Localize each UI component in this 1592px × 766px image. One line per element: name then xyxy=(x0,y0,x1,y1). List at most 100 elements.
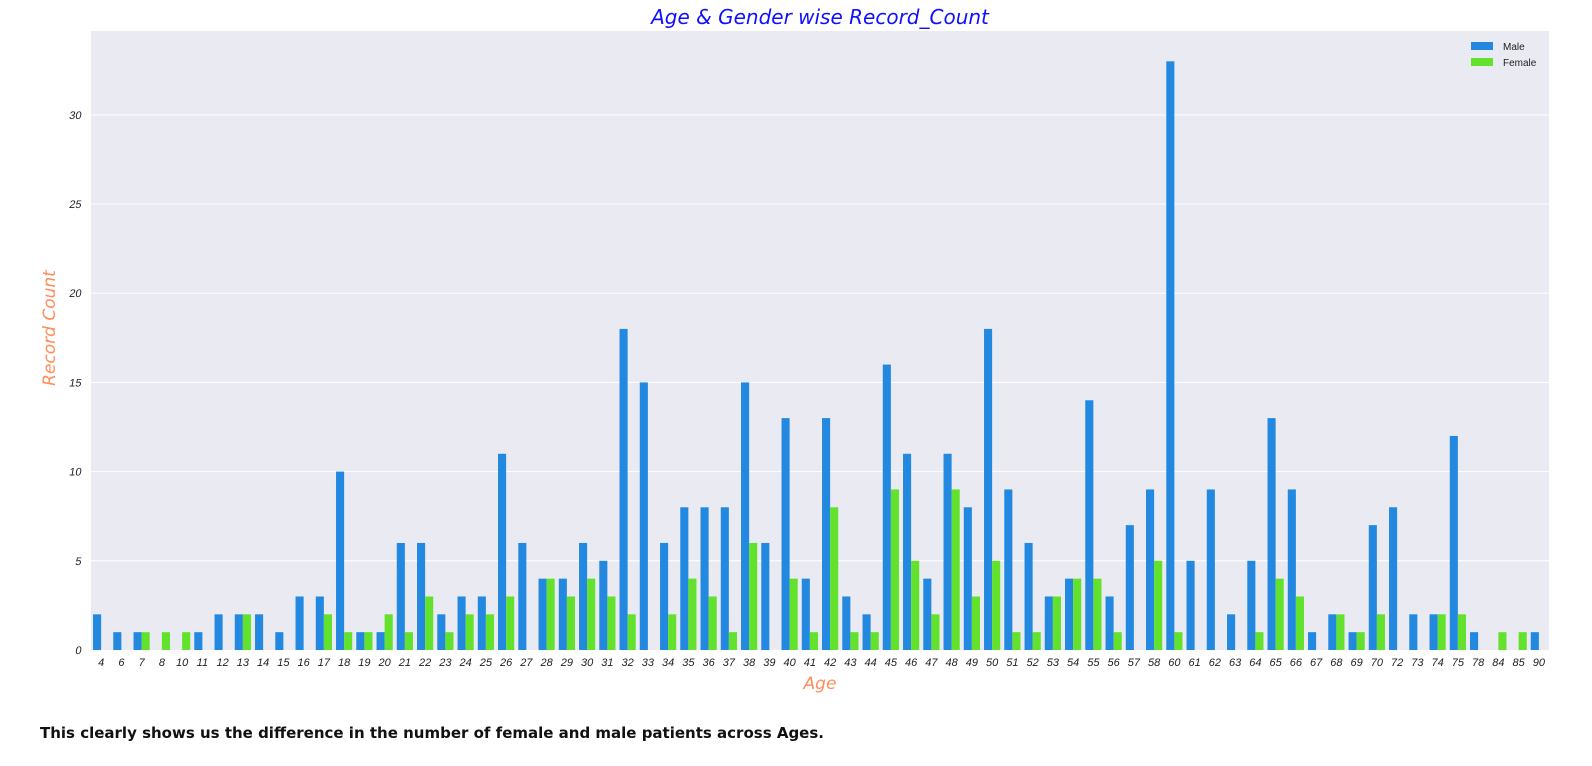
x-tick-label: 52 xyxy=(1027,657,1039,669)
bar-male-37 xyxy=(720,507,729,650)
bar-male-61 xyxy=(1186,560,1195,650)
bar-male-55 xyxy=(1085,400,1094,650)
bar-male-13 xyxy=(234,614,243,650)
bar-male-74 xyxy=(1429,614,1438,650)
bar-male-4 xyxy=(93,614,102,650)
x-axis-ticks: 4 6 7 8 10 11 12 13 14 15 16 17 18 19 20 21 22 23 24 25 26 27… xyxy=(98,657,1546,669)
x-tick-label: 13 xyxy=(237,657,250,669)
bar-female-52 xyxy=(1032,632,1041,650)
x-tick-label: 15 xyxy=(277,657,290,669)
bar-female-54 xyxy=(1073,578,1082,650)
bar-female-8 xyxy=(161,632,170,650)
x-tick-label: 48 xyxy=(946,657,959,669)
bar-male-23 xyxy=(437,614,446,650)
x-tick-label: 30 xyxy=(581,657,594,669)
bar-female-38 xyxy=(749,542,758,650)
bar-female-70 xyxy=(1376,614,1385,650)
bar-female-30 xyxy=(587,578,596,650)
bar-female-20 xyxy=(384,614,393,650)
x-tick-label: 44 xyxy=(865,657,877,669)
bar-male-47 xyxy=(923,578,932,650)
bar-female-21 xyxy=(404,632,413,650)
bar-female-35 xyxy=(688,578,697,650)
bar-female-69 xyxy=(1356,632,1365,650)
x-tick-label: 90 xyxy=(1533,657,1546,669)
x-tick-label: 24 xyxy=(459,657,472,669)
x-tick-label: 11 xyxy=(197,657,208,669)
x-tick-label: 69 xyxy=(1351,657,1363,669)
x-tick-label: 17 xyxy=(318,657,331,669)
x-tick-label: 18 xyxy=(338,657,351,669)
bar-male-38 xyxy=(741,382,750,650)
bar-male-32 xyxy=(619,328,628,650)
x-axis-label: Age xyxy=(803,674,837,694)
x-tick-label: 63 xyxy=(1229,657,1242,669)
x-tick-label: 65 xyxy=(1270,657,1283,669)
bar-female-42 xyxy=(830,507,839,650)
x-tick-label: 57 xyxy=(1128,657,1141,669)
bar-male-52 xyxy=(1024,542,1033,650)
bar-male-53 xyxy=(1044,596,1053,650)
bar-female-25 xyxy=(485,614,494,650)
bar-female-7 xyxy=(141,632,150,650)
bar-female-58 xyxy=(1154,560,1163,650)
x-tick-label: 10 xyxy=(176,657,189,669)
x-tick-label: 85 xyxy=(1513,657,1526,669)
bar-female-40 xyxy=(789,578,798,650)
x-tick-label: 6 xyxy=(118,657,125,669)
x-tick-label: 21 xyxy=(398,657,411,669)
x-tick-label: 64 xyxy=(1249,657,1261,669)
bar-male-31 xyxy=(599,560,608,650)
bar-male-20 xyxy=(376,632,385,650)
x-tick-label: 47 xyxy=(925,657,938,669)
bar-female-29 xyxy=(566,596,575,650)
x-tick-label: 26 xyxy=(499,657,513,669)
bar-male-7 xyxy=(133,632,142,650)
x-tick-label: 68 xyxy=(1330,657,1343,669)
bar-female-31 xyxy=(607,596,616,650)
bar-male-22 xyxy=(417,542,426,650)
bar-male-21 xyxy=(396,542,405,650)
bar-male-11 xyxy=(194,632,203,650)
bars xyxy=(93,61,1539,651)
x-tick-label: 84 xyxy=(1492,657,1504,669)
bar-female-53 xyxy=(1052,596,1061,650)
x-tick-label: 12 xyxy=(217,657,229,669)
bar-male-49 xyxy=(963,507,972,650)
x-tick-label: 72 xyxy=(1391,657,1403,669)
y-tick-label: 20 xyxy=(68,288,82,300)
bar-male-6 xyxy=(113,632,122,650)
bar-male-72 xyxy=(1389,507,1398,650)
x-tick-label: 40 xyxy=(784,657,797,669)
bar-male-44 xyxy=(862,614,871,650)
x-tick-label: 14 xyxy=(257,657,269,669)
bar-male-51 xyxy=(1004,489,1013,650)
bar-male-39 xyxy=(761,542,770,650)
bar-male-17 xyxy=(315,596,324,650)
bar-female-50 xyxy=(992,560,1001,650)
bar-female-68 xyxy=(1336,614,1345,650)
bar-male-40 xyxy=(781,418,790,650)
bar-female-37 xyxy=(728,632,737,650)
x-tick-label: 51 xyxy=(1006,657,1018,669)
x-tick-label: 32 xyxy=(622,657,634,669)
y-tick-label: 25 xyxy=(68,199,82,211)
bar-female-26 xyxy=(506,596,515,650)
x-tick-label: 4 xyxy=(98,657,104,669)
bar-male-46 xyxy=(903,453,912,650)
x-tick-label: 27 xyxy=(519,657,533,669)
x-tick-label: 74 xyxy=(1432,657,1444,669)
bar-male-75 xyxy=(1449,435,1458,650)
bar-female-84 xyxy=(1498,632,1507,650)
x-tick-label: 19 xyxy=(358,657,370,669)
bar-female-49 xyxy=(971,596,980,650)
bar-male-14 xyxy=(255,614,264,650)
y-axis-ticks: 0 5 10 15 20 25 30 xyxy=(68,110,82,657)
chart-title: Age & Gender wise Record_Count xyxy=(649,5,990,29)
bar-male-29 xyxy=(558,578,567,650)
bar-male-33 xyxy=(639,382,648,650)
bar-female-45 xyxy=(890,489,899,650)
bar-male-69 xyxy=(1348,632,1357,650)
bar-female-36 xyxy=(708,596,717,650)
